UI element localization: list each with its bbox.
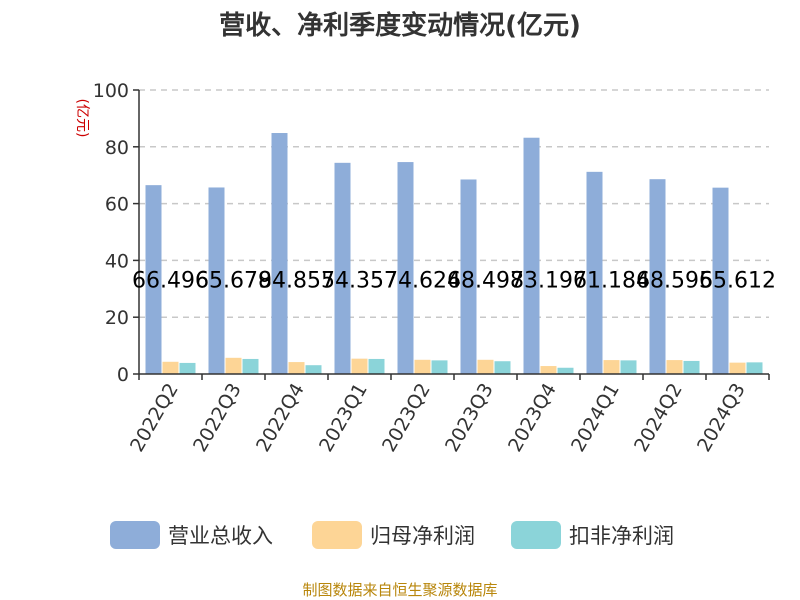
bar [620,360,637,374]
legend: 营业总收入 归母净利润 扣非净利润 [110,521,674,549]
x-tick-label: 2024Q3 [693,380,750,456]
bar [242,358,259,374]
y-tick-label: 80 [105,137,129,159]
legend-swatch [110,521,160,549]
x-tick-label: 2023Q3 [441,380,498,456]
x-tick-label: 2024Q1 [567,380,624,456]
x-tick-label: 2023Q1 [315,380,372,456]
data-label: 68.595 [636,268,713,293]
y-tick-label: 100 [93,80,129,102]
source-note: 制图数据来自恒生聚源数据库 [302,581,497,599]
y-tick-label: 0 [117,364,129,386]
legend-label: 归母净利润 [370,524,475,548]
bar [145,185,162,374]
bar [683,360,700,374]
bar [334,162,351,374]
bar [305,365,322,374]
data-label: 65.679 [195,268,272,293]
bar [208,187,225,374]
bar [746,362,763,374]
legend-label: 营业总收入 [168,524,273,548]
bar [225,357,242,374]
bar [729,362,746,374]
grid-lines [139,89,769,318]
x-tick-label: 2022Q3 [189,380,246,456]
x-tick-label: 2023Q4 [504,380,561,456]
legend-label: 扣非净利润 [569,524,674,548]
bar [288,362,305,374]
x-tick-label: 2022Q4 [252,380,309,456]
data-label: 71.184 [573,268,650,293]
bar [368,358,385,374]
data-label: 65.612 [699,268,776,293]
legend-swatch [312,521,362,549]
bar [666,360,683,374]
bar [431,360,448,374]
bar [540,366,557,374]
data-label: 74.624 [384,268,461,293]
y-tick-label: 20 [105,307,129,329]
bar [649,179,666,374]
bar [523,137,540,374]
bar [162,361,179,374]
x-tick-label: 2024Q2 [630,380,687,456]
data-label: 84.855 [258,268,335,293]
bar [351,358,368,374]
x-tick-label: 2022Q2 [126,380,183,456]
bar [494,361,511,374]
bar [414,359,431,374]
chart-title: 营收、净利季度变动情况(亿元) [219,10,581,41]
legend-swatch [511,521,561,549]
y-axis-unit: (亿元) [74,99,90,138]
bar [397,162,414,374]
bar [179,362,196,374]
y-tick-label: 60 [105,194,129,216]
data-label: 74.357 [321,268,398,293]
bar [477,359,494,374]
data-label: 83.196 [510,268,587,293]
data-labels: 66.49665.67984.85574.35774.62468.49783.1… [132,268,776,293]
bar [271,133,288,374]
bars [145,133,763,374]
data-label: 66.496 [132,268,209,293]
x-tick-label: 2023Q2 [378,380,435,456]
bar [460,179,477,374]
data-label: 68.497 [447,268,524,293]
bar [603,360,620,374]
bar [712,187,729,374]
y-tick-label: 40 [105,250,129,272]
bar [586,171,603,374]
bar [557,367,574,374]
